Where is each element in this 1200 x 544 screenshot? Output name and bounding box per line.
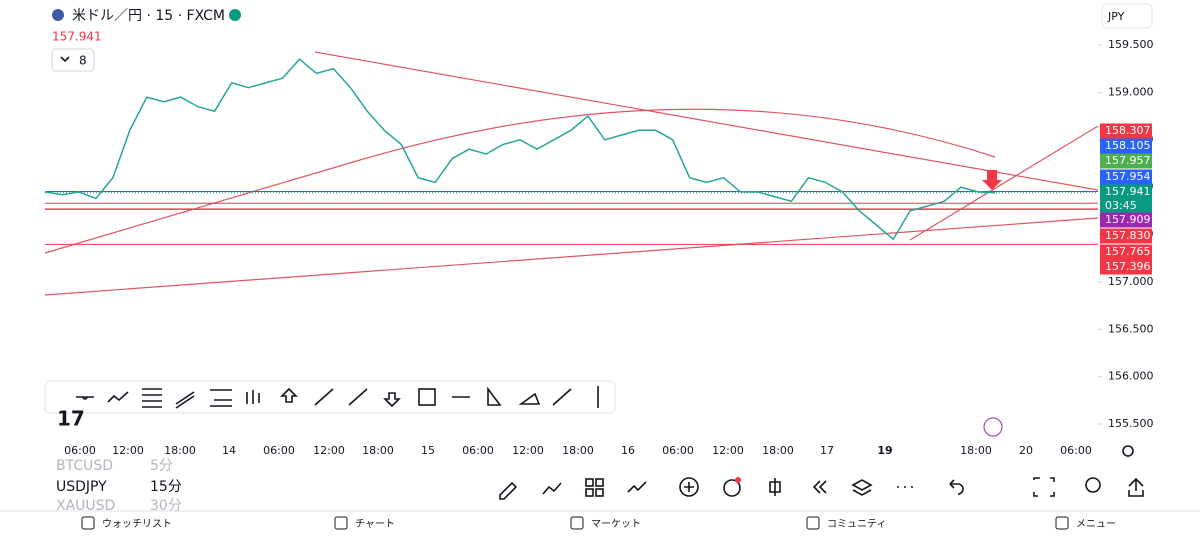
x-tick-label: 18:00 [762, 444, 794, 457]
price-tag [1100, 244, 1152, 260]
x-tick-label: 06:00 [662, 444, 694, 457]
x-tick-label: 16 [621, 444, 635, 457]
price-tag [1100, 212, 1152, 228]
x-tick-label: 18:00 [362, 444, 394, 457]
x-tick-label: 06:00 [1060, 444, 1092, 457]
y-tick-label: 155.500 [1108, 417, 1154, 430]
nav-icon[interactable] [806, 516, 820, 530]
x-tick-label: 17 [820, 444, 834, 457]
price-tag-label: 158.105 [1105, 139, 1151, 152]
currency-select[interactable] [1101, 3, 1153, 29]
price-tag-label: 157.396 [1105, 260, 1151, 273]
settings-icon[interactable] [1122, 445, 1134, 457]
symbol-name[interactable]: XAUUSD [56, 498, 115, 514]
nav-item[interactable]: コミュニティ [827, 519, 886, 530]
y-tick-label: 159.000 [1108, 85, 1154, 98]
flag-icon [52, 9, 64, 21]
x-tick-label: 18:00 [562, 444, 594, 457]
drawing-toolbar [44, 380, 616, 414]
x-tick-label: 14 [222, 444, 236, 457]
price-tag-label: 157.909 [1105, 213, 1151, 226]
price-tag-label: 157.954 [1105, 170, 1151, 183]
nav-item[interactable]: メニュー [1076, 519, 1116, 530]
nav-icon[interactable] [1055, 516, 1069, 530]
nav-item[interactable]: チャート [355, 518, 395, 530]
x-tick-label: 06:00 [462, 444, 494, 457]
price-tag [1100, 123, 1152, 139]
y-tick-label: 159.500 [1108, 38, 1154, 51]
events-icon[interactable] [983, 417, 1003, 437]
x-tick-label: 06:00 [64, 444, 96, 457]
x-tick-label: 18:00 [960, 444, 992, 457]
symbol-name[interactable]: USDJPY [56, 479, 107, 495]
symbol-interval: 15分 [150, 479, 182, 495]
x-tick-label: 06:00 [263, 444, 295, 457]
price-tag [1100, 138, 1152, 154]
sell-signal [982, 170, 1002, 190]
price-tag [1100, 153, 1152, 169]
nav-icon[interactable] [570, 516, 584, 530]
currency: JPY [1107, 10, 1125, 23]
x-tick-label: 20 [1019, 444, 1033, 457]
x-tick-label: 18:00 [164, 444, 196, 457]
y-tick-label: 156.000 [1108, 370, 1154, 383]
symbol-name[interactable]: BTCUSD [56, 458, 113, 474]
market-status [229, 9, 241, 21]
x-axis: 06:00 12:00 18:00 14 06:00 12:00 18:00 15 06:00 1… [64, 444, 1092, 457]
bottom-toolbar [499, 477, 1144, 500]
price-tag-label: 158.307 [1105, 124, 1151, 137]
drawings [44, 51, 1099, 296]
symbol-title[interactable]: 米ドル／円 · 15 · FXCM [72, 8, 225, 24]
countdown: 03:45 [1105, 199, 1137, 212]
price-tag [1100, 228, 1152, 244]
x-tick-label: 12:00 [712, 444, 744, 457]
price-line-series [44, 58, 996, 241]
price-tag [1100, 259, 1152, 275]
price-tag-label: 157.941 [1105, 185, 1151, 198]
nav-icon[interactable] [334, 516, 348, 530]
x-tick-label: 12:00 [112, 444, 144, 457]
x-tick-label: 19 [877, 444, 892, 457]
indicator-toggle[interactable] [51, 48, 95, 72]
price-tag-label: 157.765 [1105, 245, 1151, 258]
price-tag-label: 157.957 [1105, 154, 1151, 167]
chevron [60, 56, 70, 63]
nav-icon[interactable] [81, 516, 95, 530]
alert-badge [735, 477, 741, 483]
price-tag-label: 157.830 [1105, 229, 1151, 242]
y-tick-label: 157.000 [1108, 275, 1154, 288]
symbol-list: BTCUSD 5分 USDJPY 15分 XAUUSD 30分 [56, 458, 182, 514]
last-price: 157.941 [52, 30, 102, 44]
symbol-interval: 30分 [150, 498, 182, 514]
nav-item[interactable]: ウォッチリスト [102, 518, 172, 530]
logo: 𝟭𝟳 [57, 407, 85, 431]
x-tick-label: 12:00 [512, 444, 544, 457]
indicator-count: 8 [79, 54, 87, 68]
price-tag [1100, 169, 1152, 185]
nav-item[interactable]: マーケット [591, 518, 641, 530]
price-tag [1100, 184, 1152, 213]
x-tick-label: 15 [421, 444, 435, 457]
symbol-interval: 5分 [150, 458, 173, 474]
plot: 155.500156.000156.500157.000157.500158.0… [44, 38, 1154, 430]
x-tick-label: 12:00 [313, 444, 345, 457]
y-tick-label: 156.500 [1108, 322, 1154, 335]
bottom-nav: ウォッチリスト チャート マーケット コミュニティ メニュー [81, 516, 1116, 530]
